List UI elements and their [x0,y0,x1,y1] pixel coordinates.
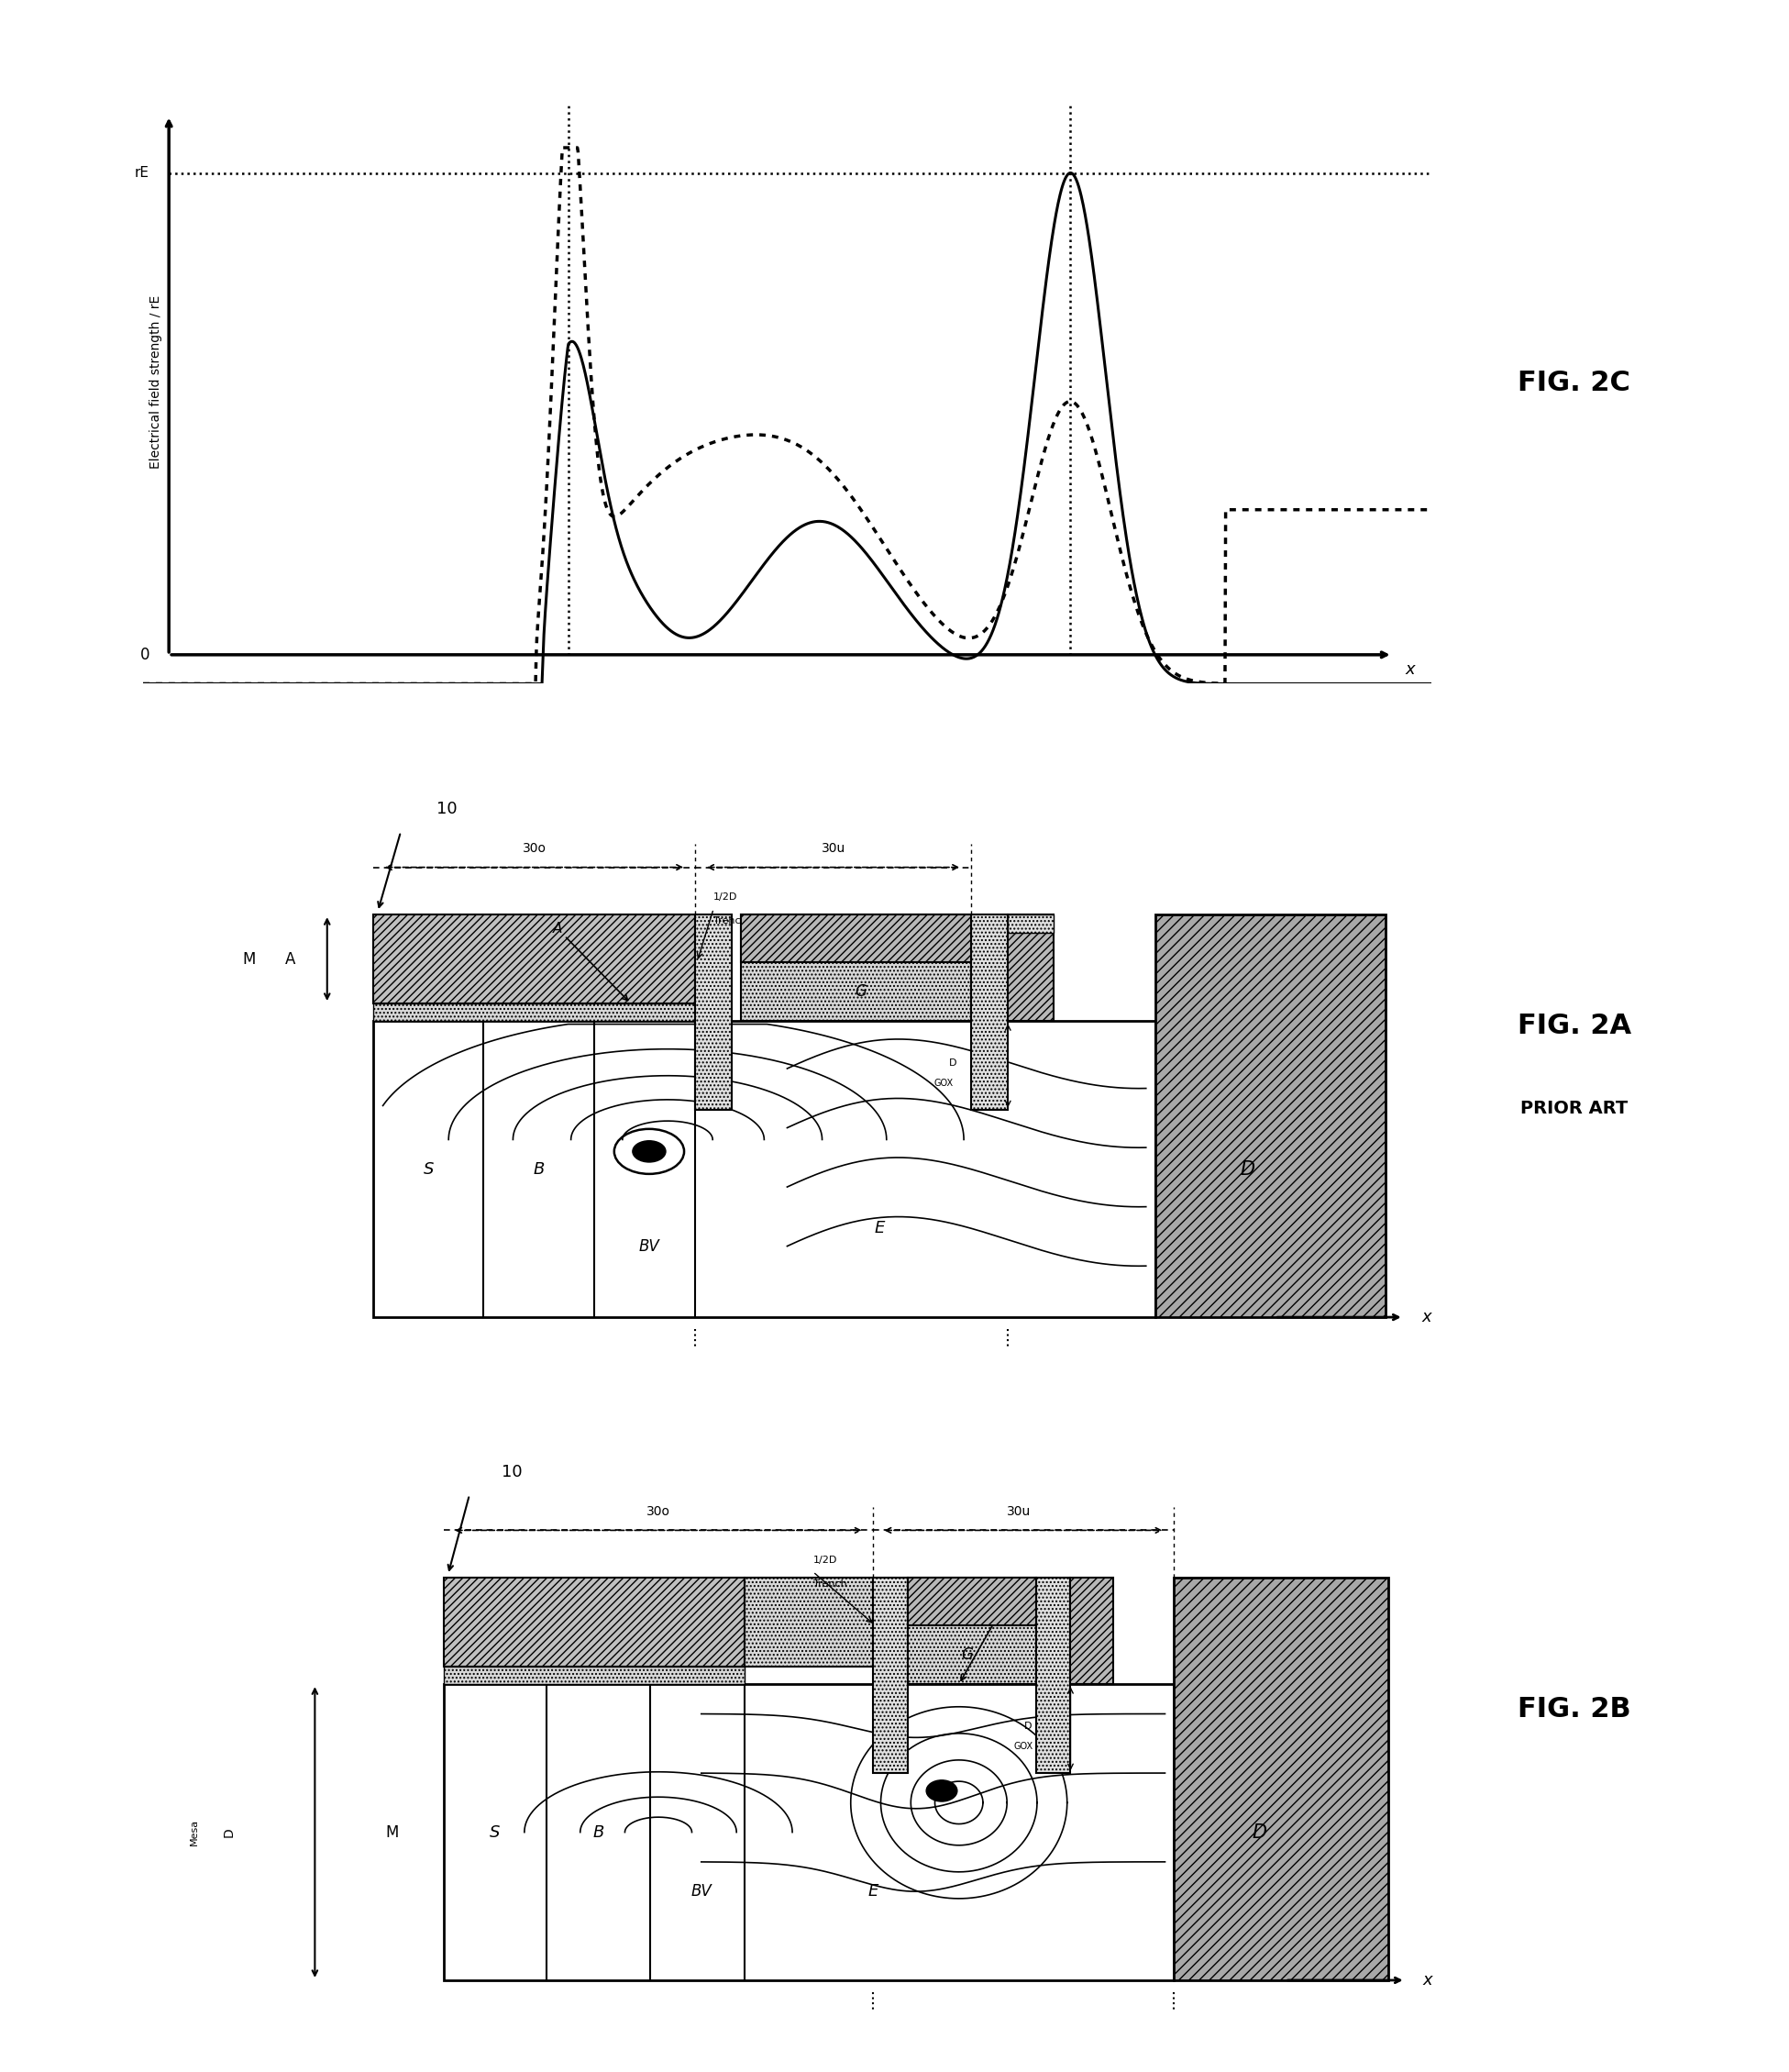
Text: GOX: GOX [934,1080,954,1088]
Text: PRIOR ART: PRIOR ART [1521,1100,1628,1117]
Circle shape [927,1780,957,1801]
Bar [744,1577,873,1666]
Text: G: G [962,1647,973,1664]
Text: B: B [592,1823,605,1840]
Text: E: E [875,1220,884,1237]
Text: GOX: GOX [1086,1618,1098,1643]
Text: 30o: 30o [646,1506,671,1519]
Bar [444,1685,1174,1981]
Text: 1/2D: 1/2D [812,1556,837,1564]
Text: C: C [962,1595,971,1608]
Bar [1156,914,1385,1318]
Bar [444,1577,744,1666]
Text: D: D [1252,1823,1267,1842]
Text: 1/2D: 1/2D [714,893,737,901]
Text: 30u: 30u [821,843,844,856]
Text: M: M [242,951,256,968]
Bar [696,914,732,1111]
Text: x: x [1406,661,1415,678]
Bar [444,1666,744,1685]
Text: G: G [855,984,866,1001]
Text: A: A [961,1602,1007,1680]
Text: Trench: Trench [714,916,748,924]
Text: 30u: 30u [1007,1506,1030,1519]
Bar [1007,914,1054,932]
Bar [374,1021,1156,1318]
Bar [374,1003,696,1021]
Text: BV: BV [691,1883,712,1900]
Circle shape [633,1142,666,1162]
Text: Trench: Trench [812,1579,846,1587]
Text: 30o: 30o [522,843,546,856]
Bar [971,914,1007,1111]
Text: D: D [948,1059,957,1067]
Text: x: x [1422,1310,1431,1326]
Text: GOX: GOX [1025,955,1038,980]
Text: B: B [533,1160,544,1177]
Text: A: A [284,951,295,968]
Bar [1007,914,1054,1021]
Text: S: S [424,1160,433,1177]
Text: FIG. 2B: FIG. 2B [1517,1697,1632,1722]
Text: Electrical field strength / rE: Electrical field strength / rE [150,296,163,468]
Bar [741,914,971,961]
Text: BV: BV [639,1237,660,1254]
Bar [741,914,971,1021]
Text: E: E [868,1883,878,1900]
Bar [1036,1577,1070,1774]
Bar [907,1577,1036,1624]
Text: FIG. 2A: FIG. 2A [1517,1013,1632,1038]
Text: 0: 0 [140,646,150,663]
Text: S: S [490,1823,501,1840]
Text: D: D [1240,1160,1254,1179]
Text: FIG. 2C: FIG. 2C [1519,371,1630,396]
Bar [873,1577,907,1774]
Text: 10: 10 [503,1465,522,1481]
Text: x: x [1422,1973,1433,1989]
Text: rE: rE [134,166,150,180]
Text: D: D [1023,1722,1032,1730]
Bar [1174,1577,1388,1981]
Text: Mesa: Mesa [190,1819,199,1846]
Bar [1070,1577,1113,1685]
Bar [374,914,696,1003]
Bar [907,1577,1036,1685]
Text: M: M [386,1823,399,1840]
Text: 10: 10 [437,802,458,818]
Text: A: A [553,922,628,1001]
Text: GOX: GOX [1014,1743,1032,1751]
Text: D: D [222,1828,236,1838]
